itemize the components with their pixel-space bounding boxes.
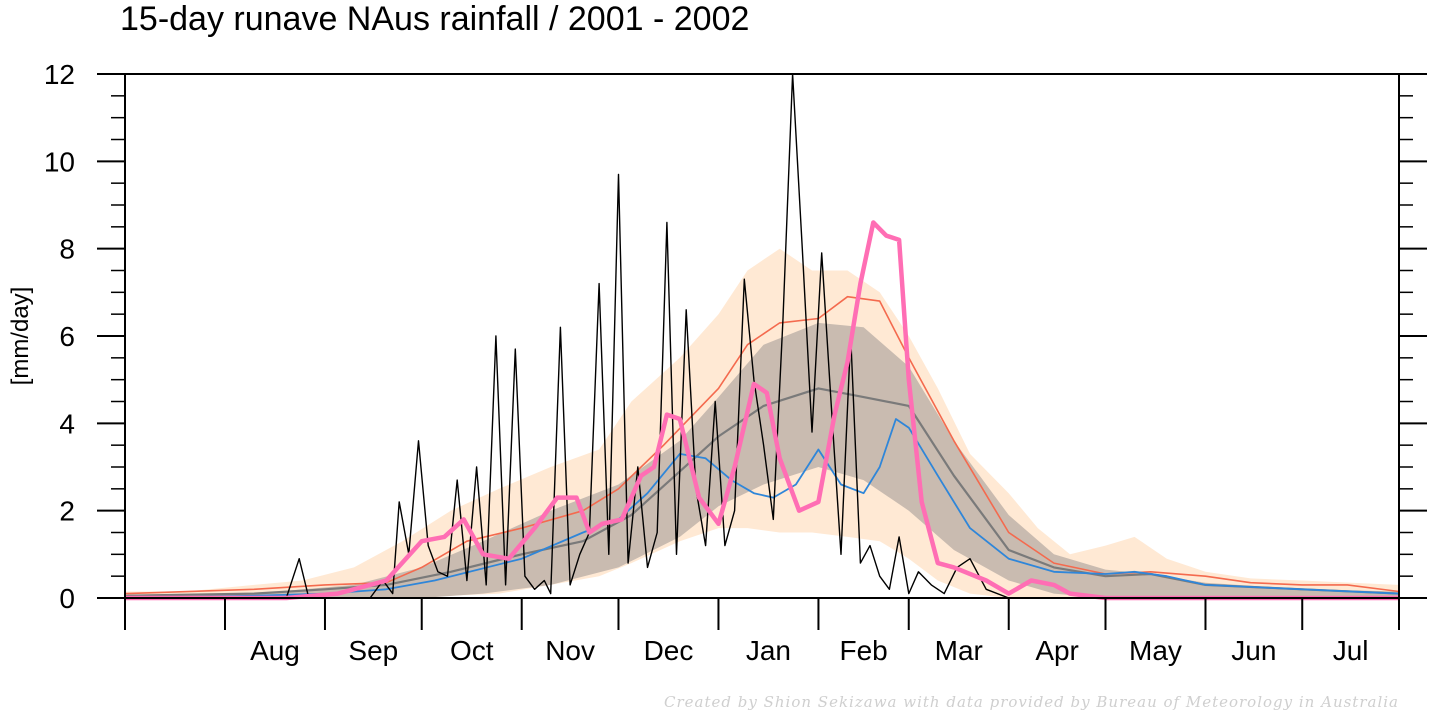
inner-percentile-band bbox=[125, 322, 1399, 598]
y-tick-label: 2 bbox=[59, 496, 75, 527]
blue-line bbox=[124, 418, 1400, 599]
percentile-bands bbox=[125, 248, 1399, 598]
x-month-label: May bbox=[1129, 635, 1182, 666]
x-month-label: Jun bbox=[1231, 635, 1276, 666]
daily-rainfall-line bbox=[125, 73, 1399, 599]
x-month-label: Aug bbox=[250, 635, 300, 666]
y-tick-label: 8 bbox=[59, 234, 75, 265]
x-month-label: Sep bbox=[348, 635, 398, 666]
runave-15day-line bbox=[125, 220, 1399, 601]
y-tick-label: 12 bbox=[44, 59, 75, 90]
y-axis-label: [mm/day] bbox=[7, 287, 34, 386]
x-month-label: Jan bbox=[746, 635, 791, 666]
x-month-label: Dec bbox=[644, 635, 694, 666]
x-month-label: Feb bbox=[839, 635, 887, 666]
credit-note: Created by Shion Sekizawa with data prov… bbox=[664, 693, 1399, 711]
x-month-label: Apr bbox=[1035, 635, 1079, 666]
axes: 0 2 4 6 8 10 12 Aug Sep Oct Nov Dec Jan Feb Mar Apr May J… bbox=[44, 59, 1427, 666]
y-tick-label: 10 bbox=[44, 146, 75, 177]
climatology-median-line bbox=[124, 387, 1400, 597]
series-lines bbox=[124, 73, 1400, 601]
y-tick-label: 0 bbox=[59, 583, 75, 614]
x-month-label: Jul bbox=[1333, 635, 1369, 666]
x-month-label: Oct bbox=[450, 635, 494, 666]
y-tick-label: 6 bbox=[59, 321, 75, 352]
x-month-label: Nov bbox=[545, 635, 595, 666]
x-month-label: Mar bbox=[935, 635, 983, 666]
y-tick-label: 4 bbox=[59, 408, 75, 439]
chart-title: 15-day runave NAus rainfall / 2001 - 200… bbox=[120, 0, 749, 38]
